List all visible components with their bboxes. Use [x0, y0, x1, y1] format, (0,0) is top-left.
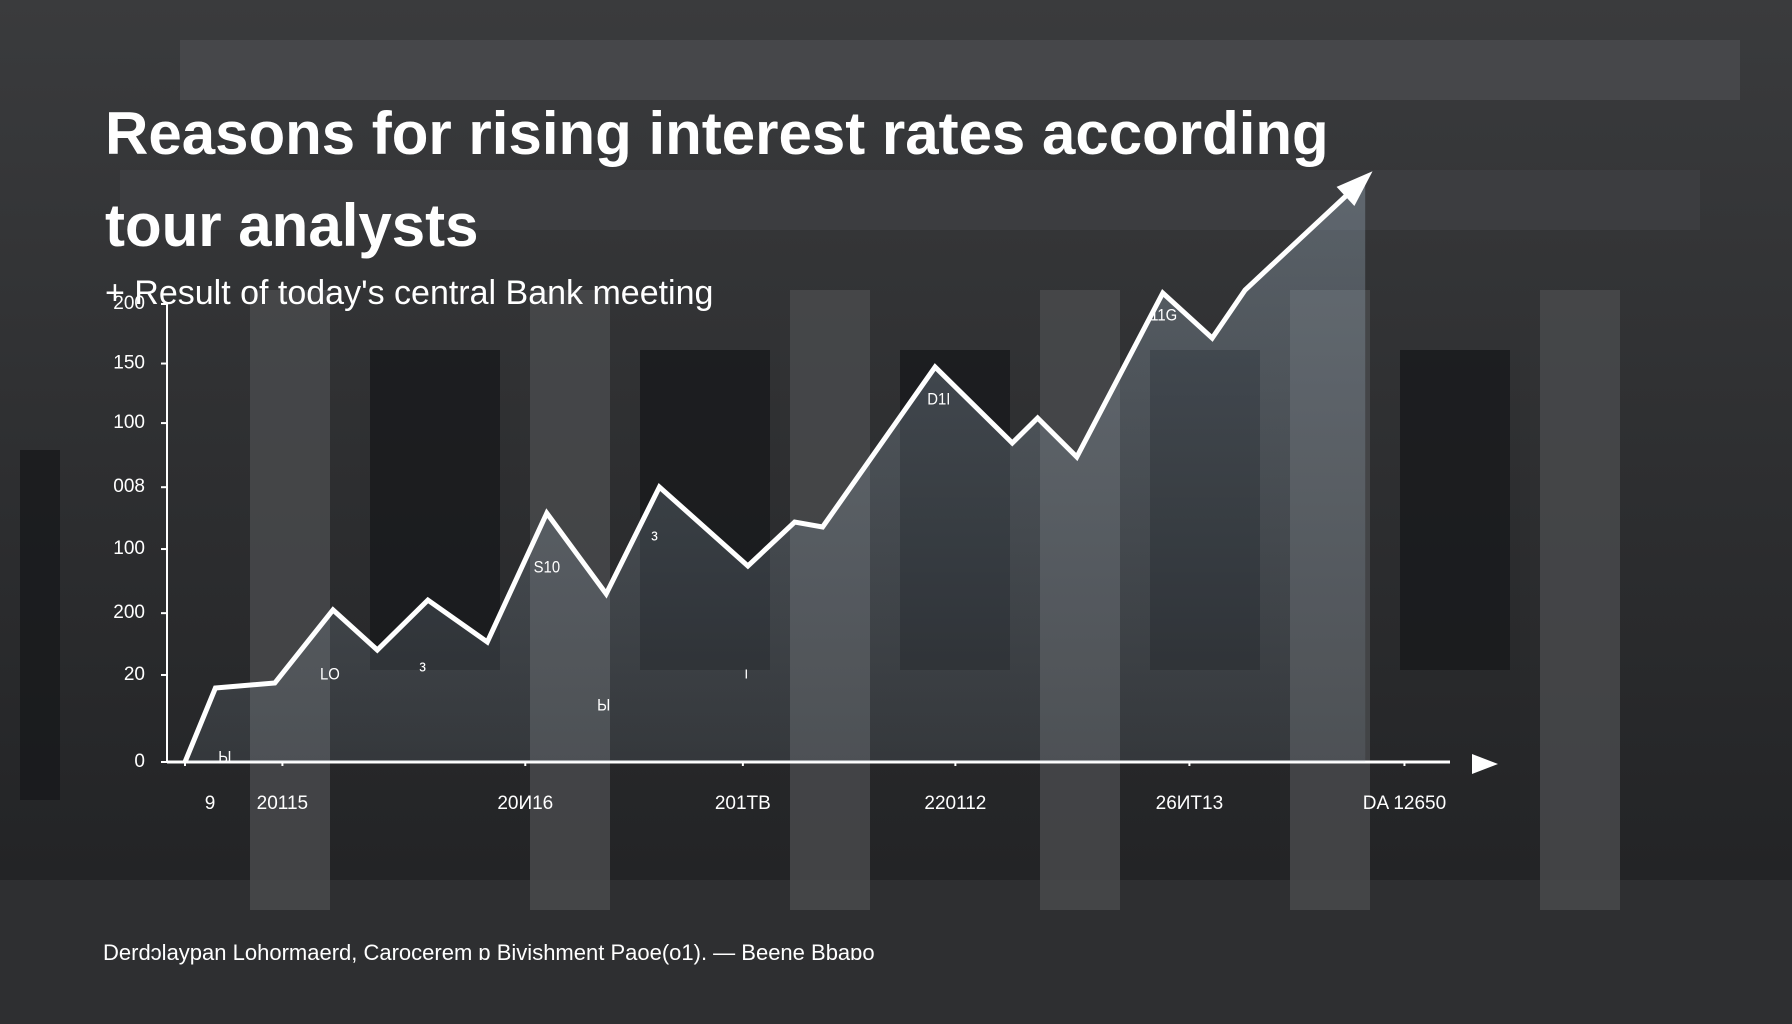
annotation: D1I — [927, 391, 950, 409]
annotation: з — [651, 527, 658, 545]
y-tick-label: 20 — [124, 664, 145, 685]
x-tick-label: 26ИТ13 — [1156, 793, 1224, 814]
annotation: Ы — [597, 697, 610, 715]
annotation: LO — [320, 666, 340, 684]
source-note: Derdɔlaypan Lohormaerd, Carocerem ɒ Bivi… — [103, 940, 875, 965]
x-tick-label: 220112 — [924, 793, 986, 814]
line-arrowhead — [1336, 171, 1373, 207]
y-tick-label: 200 — [113, 602, 145, 623]
annotation: S10 — [534, 559, 561, 577]
y-tick-label: 100 — [113, 538, 145, 559]
y-tick-label: 150 — [113, 353, 145, 374]
annotation: з — [419, 658, 426, 676]
y-tick-label: 008 — [113, 476, 145, 497]
y-tick-label: 100 — [113, 412, 145, 433]
line — [182, 176, 1367, 763]
chart-title: Reasons for rising interest rates accord… — [105, 100, 1329, 259]
x-axis-arrow — [1472, 754, 1498, 774]
area — [185, 178, 1366, 762]
annotation: 11G — [1150, 307, 1177, 325]
x-tick-label: 201TB — [715, 793, 771, 814]
x-tick-label: DA 12650 — [1363, 793, 1446, 814]
y-tick-label: 200 — [113, 293, 145, 314]
x-tick-label: 20И16 — [497, 793, 553, 814]
y-tick-label: 0 — [134, 751, 145, 772]
annotation: ı — [744, 665, 748, 683]
x-tick-label: 20115 — [257, 793, 308, 814]
chart-subtitle: + Result of today's central Bank meeting — [105, 274, 714, 312]
x-tick-label: 9 — [205, 793, 216, 814]
annotation: Ы — [218, 749, 231, 767]
